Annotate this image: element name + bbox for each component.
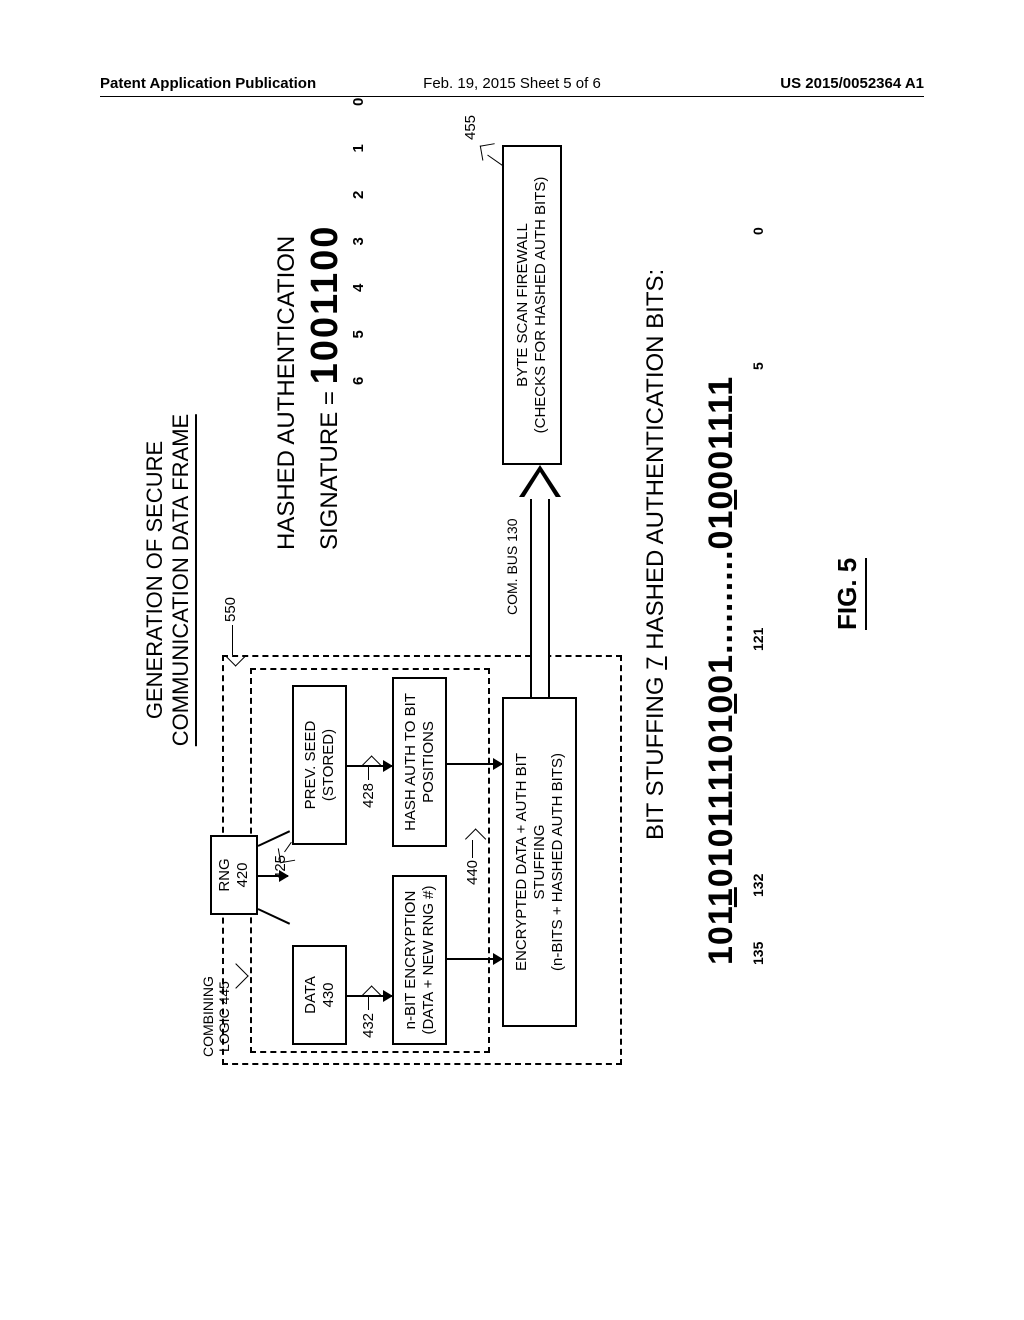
rng-label: RNG 420 xyxy=(216,858,252,891)
signature-bits: 1001100 xyxy=(304,225,346,385)
encrypted-data-box: ENCRYPTED DATA + AUTH BIT STUFFING (n-BI… xyxy=(502,697,577,1027)
nbit-encryption-label: n-BIT ENCRYPTION (DATA + NEW RNG #) xyxy=(402,885,438,1034)
figure: GENERATION OF SECURE COMMUNICATION DATA … xyxy=(132,55,892,1105)
leader-440 xyxy=(472,840,473,858)
leader-432 xyxy=(368,997,369,1010)
rng-box: RNG 420 xyxy=(210,835,258,915)
label-455: 455 xyxy=(462,115,479,140)
label-550: 550 xyxy=(222,597,239,622)
signature-prefix: SIGNATURE = xyxy=(316,384,343,550)
bitstuffing-count: 7 xyxy=(642,656,669,669)
data-label: DATA 430 xyxy=(302,976,338,1014)
firewall-label: BYTE SCAN FIREWALL (CHECKS FOR HASHED AU… xyxy=(514,177,550,434)
idx-132: 132 xyxy=(750,874,766,897)
label-428: 428 xyxy=(360,783,377,808)
hash-auth-label: HASH AUTH TO BIT POSITIONS xyxy=(402,693,438,831)
prev-seed-label: PREV. SEED (STORED) xyxy=(302,721,338,810)
signature-indices: 6 5 4 3 2 1 0 xyxy=(350,81,367,385)
seq-left: 101 xyxy=(702,907,740,965)
seq-u3: 0 xyxy=(702,490,740,510)
signature-line1: HASHED AUTHENTICATION xyxy=(272,225,302,550)
combining-logic-label: COMBINING LOGIC 445 xyxy=(200,976,232,1057)
prev-seed-box: PREV. SEED (STORED) xyxy=(292,685,347,845)
encrypted-data-label: ENCRYPTED DATA + AUTH BIT STUFFING (n-BI… xyxy=(513,753,567,971)
nbit-encryption-box: n-BIT ENCRYPTION (DATA + NEW RNG #) xyxy=(392,875,447,1045)
label-440: 440 xyxy=(464,860,481,885)
bitstuffing-suffix: HASHED AUTHENTICATION BITS: xyxy=(642,269,669,657)
idx-0: 0 xyxy=(750,227,766,235)
seq-u2: 0 xyxy=(702,694,740,714)
figure-label: FIG. 5 xyxy=(832,558,867,630)
com-bus-label: COM. BUS 130 xyxy=(504,519,520,615)
idx-135: 135 xyxy=(750,942,766,965)
com-bus-arrow xyxy=(525,447,555,697)
seq-mid2: 01..........01 xyxy=(702,510,740,694)
seq-right: 001111 xyxy=(702,376,740,490)
bitstuffing-prefix: BIT STUFFING xyxy=(642,670,669,840)
hash-auth-box: HASH AUTH TO BIT POSITIONS xyxy=(392,677,447,847)
label-432: 432 xyxy=(360,1013,377,1038)
signature-title: HASHED AUTHENTICATION SIGNATURE = 100110… xyxy=(272,225,350,550)
idx-121: 121 xyxy=(750,628,766,651)
leader-428 xyxy=(368,767,369,780)
firewall-box: BYTE SCAN FIREWALL (CHECKS FOR HASHED AU… xyxy=(502,145,562,465)
seq-u1: 1 xyxy=(702,887,740,907)
seq-mid1: 010111101 xyxy=(702,714,740,888)
diagram-title: GENERATION OF SECURE COMMUNICATION DATA … xyxy=(142,414,197,746)
data-box: DATA 430 xyxy=(292,945,347,1045)
bitstuffing-sequence: 1011010111101001..........010001111 xyxy=(702,376,741,965)
bitstuffing-title: BIT STUFFING 7 HASHED AUTHENTICATION BIT… xyxy=(642,269,670,840)
figure-wrap: GENERATION OF SECURE COMMUNICATION DATA … xyxy=(0,200,1024,960)
idx-5: 5 xyxy=(750,362,766,370)
arrow-enc-down xyxy=(447,958,502,960)
leader-550 xyxy=(232,625,233,655)
signature-line2: SIGNATURE = 1001100 xyxy=(302,225,350,550)
arrow-hash-down xyxy=(447,763,502,765)
